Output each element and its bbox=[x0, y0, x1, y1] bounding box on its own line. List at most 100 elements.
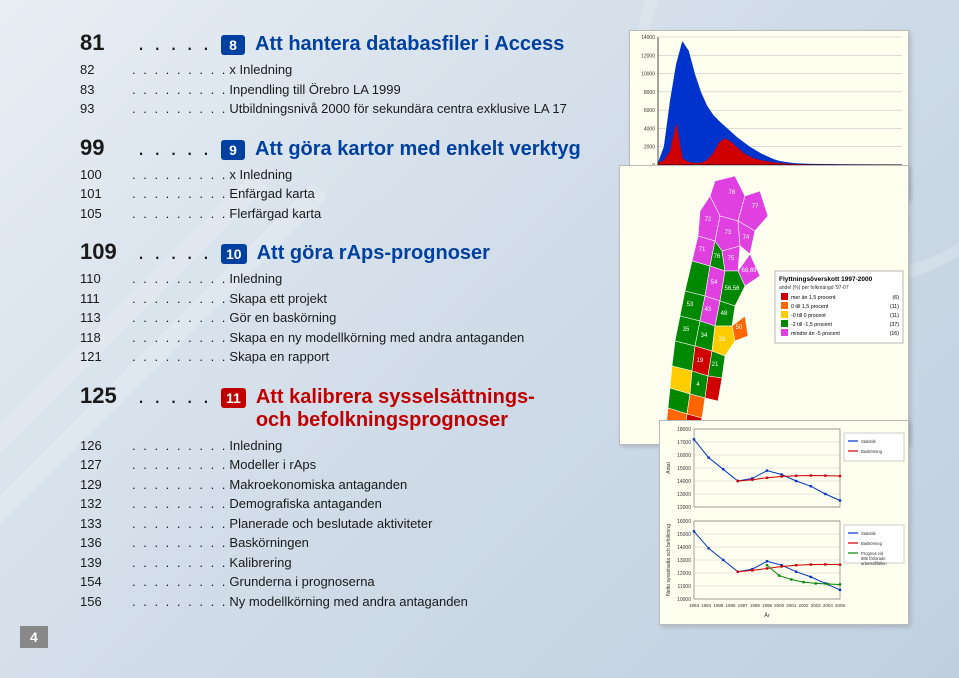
entry-page-number: 101 bbox=[80, 184, 132, 204]
section-page-number: 81 bbox=[80, 30, 132, 56]
svg-text:(16): (16) bbox=[890, 331, 900, 337]
svg-text:Baskörning: Baskörning bbox=[861, 449, 883, 454]
entry-page-number: 82 bbox=[80, 60, 132, 80]
entry-page-number: 154 bbox=[80, 572, 132, 592]
svg-text:(6): (6) bbox=[893, 295, 900, 301]
svg-text:2001: 2001 bbox=[786, 603, 797, 608]
svg-text:2002: 2002 bbox=[798, 603, 809, 608]
leader-dots: . . . . . . . . . bbox=[132, 289, 227, 309]
svg-text:1994: 1994 bbox=[701, 603, 712, 608]
svg-text:72: 72 bbox=[705, 217, 712, 223]
svg-text:28: 28 bbox=[719, 337, 726, 343]
toc-entry: 132. . . . . . . . .Demografiska antagan… bbox=[80, 494, 610, 514]
leader-dots: . . . . . . . . . bbox=[132, 592, 227, 612]
svg-text:54: 54 bbox=[711, 280, 718, 286]
leader-dots: . . . . . bbox=[138, 135, 211, 161]
leader-dots: . . . . . . . . . bbox=[132, 165, 227, 185]
entry-title: Grunderna i prognoserna bbox=[229, 572, 374, 592]
toc-entry: 118. . . . . . . . .Skapa en ny modellkö… bbox=[80, 328, 610, 348]
toc-entry: 136. . . . . . . . .Baskörningen bbox=[80, 533, 610, 553]
svg-text:14000: 14000 bbox=[677, 479, 691, 485]
svg-text:76: 76 bbox=[714, 254, 721, 260]
leader-dots: . . . . . bbox=[138, 239, 211, 265]
chapter-number-box: 10 bbox=[221, 244, 247, 264]
entry-title: x Inledning bbox=[229, 60, 292, 80]
svg-text:12000: 12000 bbox=[641, 53, 655, 59]
svg-text:56,56: 56,56 bbox=[724, 286, 740, 292]
svg-text:2000: 2000 bbox=[774, 603, 785, 608]
svg-text:(11): (11) bbox=[890, 313, 899, 319]
chapter-number-box: 8 bbox=[221, 35, 245, 55]
entry-page-number: 111 bbox=[80, 289, 132, 309]
svg-text:16000: 16000 bbox=[677, 519, 691, 525]
toc-entry: 113. . . . . . . . .Gör en baskörning bbox=[80, 308, 610, 328]
entry-title: Skapa en ny modellkörning med andra anta… bbox=[229, 328, 524, 348]
svg-text:78: 78 bbox=[729, 190, 736, 196]
svg-text:21: 21 bbox=[712, 362, 719, 368]
entry-title: Gör en baskörning bbox=[229, 308, 336, 328]
leader-dots: . . . . . . . . . bbox=[132, 80, 227, 100]
svg-text:2000: 2000 bbox=[644, 145, 655, 151]
svg-text:16000: 16000 bbox=[677, 453, 691, 459]
table-of-contents: 81. . . . .8Att hantera databasfiler i A… bbox=[80, 30, 610, 627]
toc-entry: 93. . . . . . . . .Utbildningsnivå 2000 … bbox=[80, 99, 610, 119]
svg-text:mindre än -5 procent: mindre än -5 procent bbox=[791, 331, 840, 337]
svg-text:2005: 2005 bbox=[835, 603, 846, 608]
svg-text:75: 75 bbox=[728, 256, 735, 262]
entry-page-number: 133 bbox=[80, 514, 132, 534]
leader-dots: . . . . . . . . . bbox=[132, 347, 227, 367]
svg-text:43: 43 bbox=[705, 307, 712, 313]
leader-dots: . . . . . . . . . bbox=[132, 269, 227, 289]
toc-section: 109. . . . .10Att göra rAps-prognoser110… bbox=[80, 239, 610, 367]
entry-title: Inpendling till Örebro LA 1999 bbox=[229, 80, 400, 100]
entry-title: Kalibrering bbox=[229, 553, 291, 573]
entry-title: Makroekonomiska antaganden bbox=[229, 475, 407, 495]
toc-section: 81. . . . .8Att hantera databasfiler i A… bbox=[80, 30, 610, 119]
chapter-number-box: 11 bbox=[221, 388, 246, 408]
entry-page-number: 118 bbox=[80, 328, 132, 348]
toc-entry: 105. . . . . . . . .Flerfärgad karta bbox=[80, 204, 610, 224]
entry-title: Ny modellkörning med andra antaganden bbox=[229, 592, 468, 612]
svg-text:2003: 2003 bbox=[811, 603, 822, 608]
svg-text:Flyttningsöverskott 1997-2000: Flyttningsöverskott 1997-2000 bbox=[779, 276, 873, 283]
toc-entry: 82. . . . . . . . .x Inledning bbox=[80, 60, 610, 80]
svg-text:19: 19 bbox=[697, 358, 704, 364]
svg-text:Netto sysselsatta och befolkni: Netto sysselsatta och befolkning bbox=[666, 524, 672, 596]
chapter-title: Att kalibrera sysselsättnings- och befol… bbox=[256, 386, 535, 432]
toc-entry: 127. . . . . . . . .Modeller i rAps bbox=[80, 455, 610, 475]
entry-page-number: 93 bbox=[80, 99, 132, 119]
toc-entry: 129. . . . . . . . .Makroekonomiska anta… bbox=[80, 475, 610, 495]
svg-text:(11): (11) bbox=[890, 304, 899, 310]
svg-text:-2 till -1,5 procent: -2 till -1,5 procent bbox=[791, 322, 832, 328]
svg-text:35: 35 bbox=[683, 327, 690, 333]
leader-dots: . . . . . . . . . bbox=[132, 553, 227, 573]
svg-text:71: 71 bbox=[699, 247, 706, 253]
entry-page-number: 100 bbox=[80, 165, 132, 185]
svg-text:andel (%) per folkmängd '97-07: andel (%) per folkmängd '97-07 bbox=[779, 285, 849, 291]
toc-entry: 139. . . . . . . . .Kalibrering bbox=[80, 553, 610, 573]
entry-page-number: 121 bbox=[80, 347, 132, 367]
svg-text:12000: 12000 bbox=[677, 571, 691, 577]
chapter-number-box: 9 bbox=[221, 140, 245, 160]
svg-text:Statistik: Statistik bbox=[861, 531, 877, 536]
leader-dots: . . . . . . . . . bbox=[132, 514, 227, 534]
svg-text:0 till 1,5 procent: 0 till 1,5 procent bbox=[791, 304, 829, 310]
leader-dots: . . . . . . . . . bbox=[132, 99, 227, 119]
svg-text:18000: 18000 bbox=[677, 427, 691, 433]
svg-text:15000: 15000 bbox=[677, 466, 691, 472]
leader-dots: . . . . . . . . . bbox=[132, 308, 227, 328]
svg-text:År: År bbox=[764, 612, 770, 619]
svg-text:13000: 13000 bbox=[677, 558, 691, 564]
leader-dots: . . . . . . . . . bbox=[132, 184, 227, 204]
svg-text:(37): (37) bbox=[890, 322, 900, 328]
entry-page-number: 129 bbox=[80, 475, 132, 495]
thumb-map: 787772737471767568,695456,56534348503534… bbox=[619, 165, 909, 445]
svg-text:1993: 1993 bbox=[689, 603, 700, 608]
entry-title: Modeller i rAps bbox=[229, 455, 316, 475]
svg-text:73: 73 bbox=[725, 230, 732, 236]
section-heading: 125. . . . .11Att kalibrera sysselsättni… bbox=[80, 383, 610, 432]
svg-text:2004: 2004 bbox=[823, 603, 834, 608]
svg-text:15000: 15000 bbox=[677, 532, 691, 538]
entry-title: Baskörningen bbox=[229, 533, 309, 553]
entry-page-number: 132 bbox=[80, 494, 132, 514]
